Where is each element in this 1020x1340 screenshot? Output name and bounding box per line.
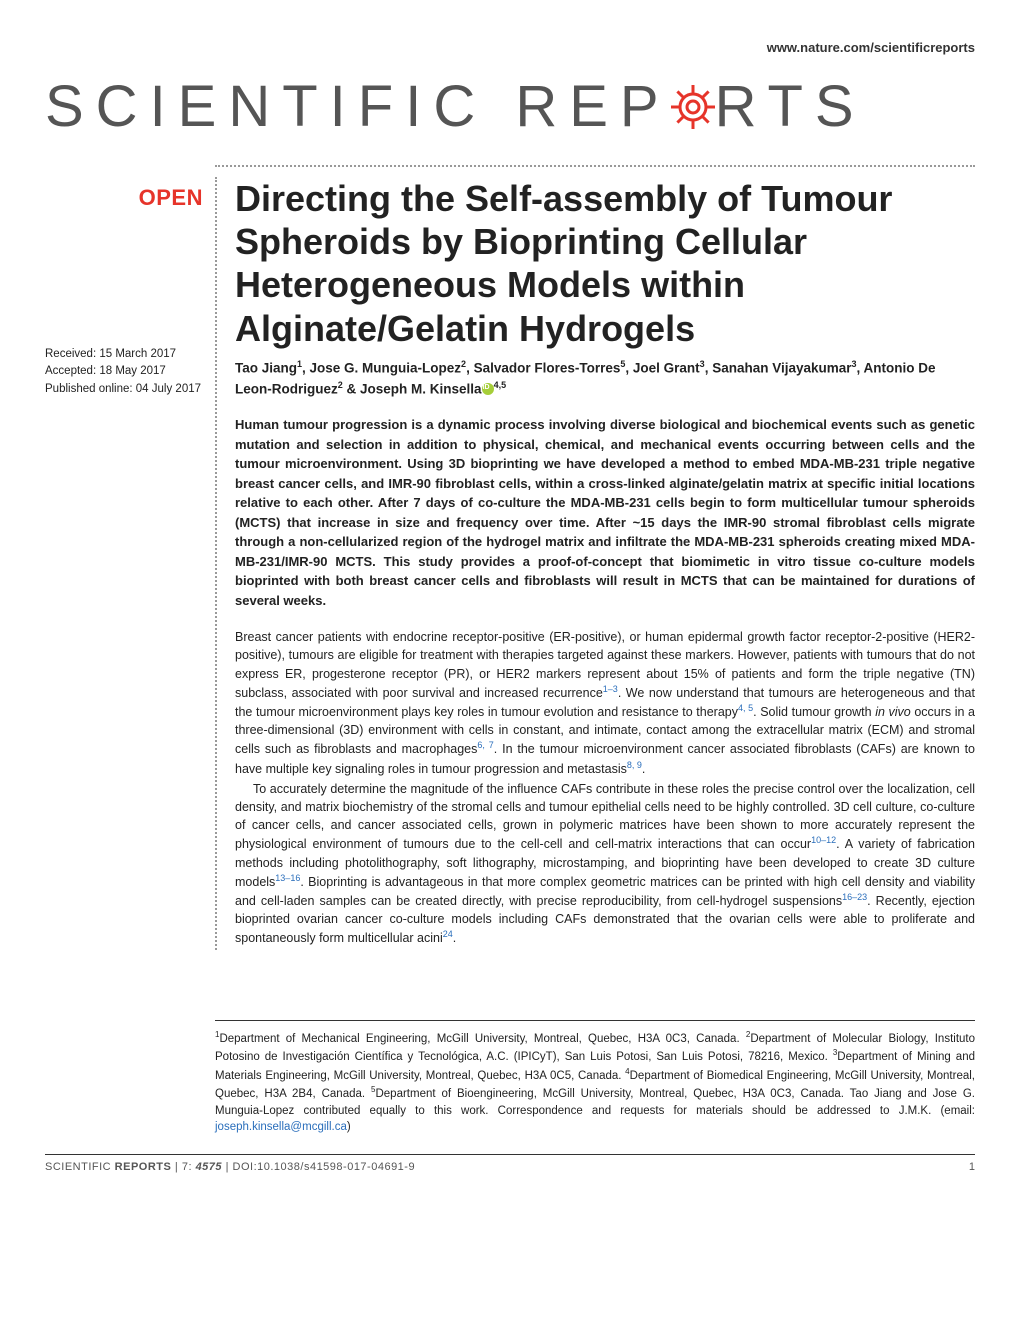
footer-article-num: 4575 [196,1161,222,1173]
footer-citation: SCIENTIFIC REPORTS | 7: 4575 | DOI:10.10… [45,1161,415,1173]
dotted-divider-top [215,165,975,167]
footer-reports: REPORTS [115,1161,172,1173]
article-title: Directing the Self-assembly of Tumour Sp… [235,177,975,350]
article-dates: Received: 15 March 2017 Accepted: 18 May… [45,346,203,398]
logo-text-2: REP [515,73,670,140]
abstract-text: Human tumour progression is a dynamic pr… [235,415,975,610]
page-number: 1 [969,1161,975,1173]
logo-text-1: SCIENTIFIC [45,73,487,140]
page-footer: SCIENTIFIC REPORTS | 7: 4575 | DOI:10.10… [45,1154,975,1173]
affiliations: 1Department of Mechanical Engineering, M… [215,1029,975,1136]
author-list: Tao Jiang1, Jose G. Munguia-Lopez2, Salv… [235,358,975,400]
journal-logo: SCIENTIFIC REP RTS [45,73,975,140]
body-paragraph-2: To accurately determine the magnitude of… [235,780,975,948]
footer-journal: SCIENTIFIC [45,1161,115,1173]
open-access-badge: OPEN [45,185,203,211]
body-paragraph-1: Breast cancer patients with endocrine re… [235,628,975,778]
date-accepted: Accepted: 18 May 2017 [45,363,203,380]
footer-doi: | DOI:10.1038/s41598-017-04691-9 [222,1161,415,1173]
affiliations-divider [215,1020,975,1021]
logo-text-3: RTS [715,73,866,140]
page-container: www.nature.com/scientificreports SCIENTI… [0,0,1020,1340]
gear-icon [665,79,721,135]
footer-citation-sep: | 7: [171,1161,195,1173]
orcid-icon [482,383,494,395]
header-url[interactable]: www.nature.com/scientificreports [45,40,975,55]
left-column: OPEN Received: 15 March 2017 Accepted: 1… [45,177,215,950]
date-published: Published online: 04 July 2017 [45,381,203,398]
date-received: Received: 15 March 2017 [45,346,203,363]
content-grid: OPEN Received: 15 March 2017 Accepted: 1… [45,177,975,950]
body-text: Breast cancer patients with endocrine re… [235,628,975,947]
right-column: Directing the Self-assembly of Tumour Sp… [215,177,975,950]
